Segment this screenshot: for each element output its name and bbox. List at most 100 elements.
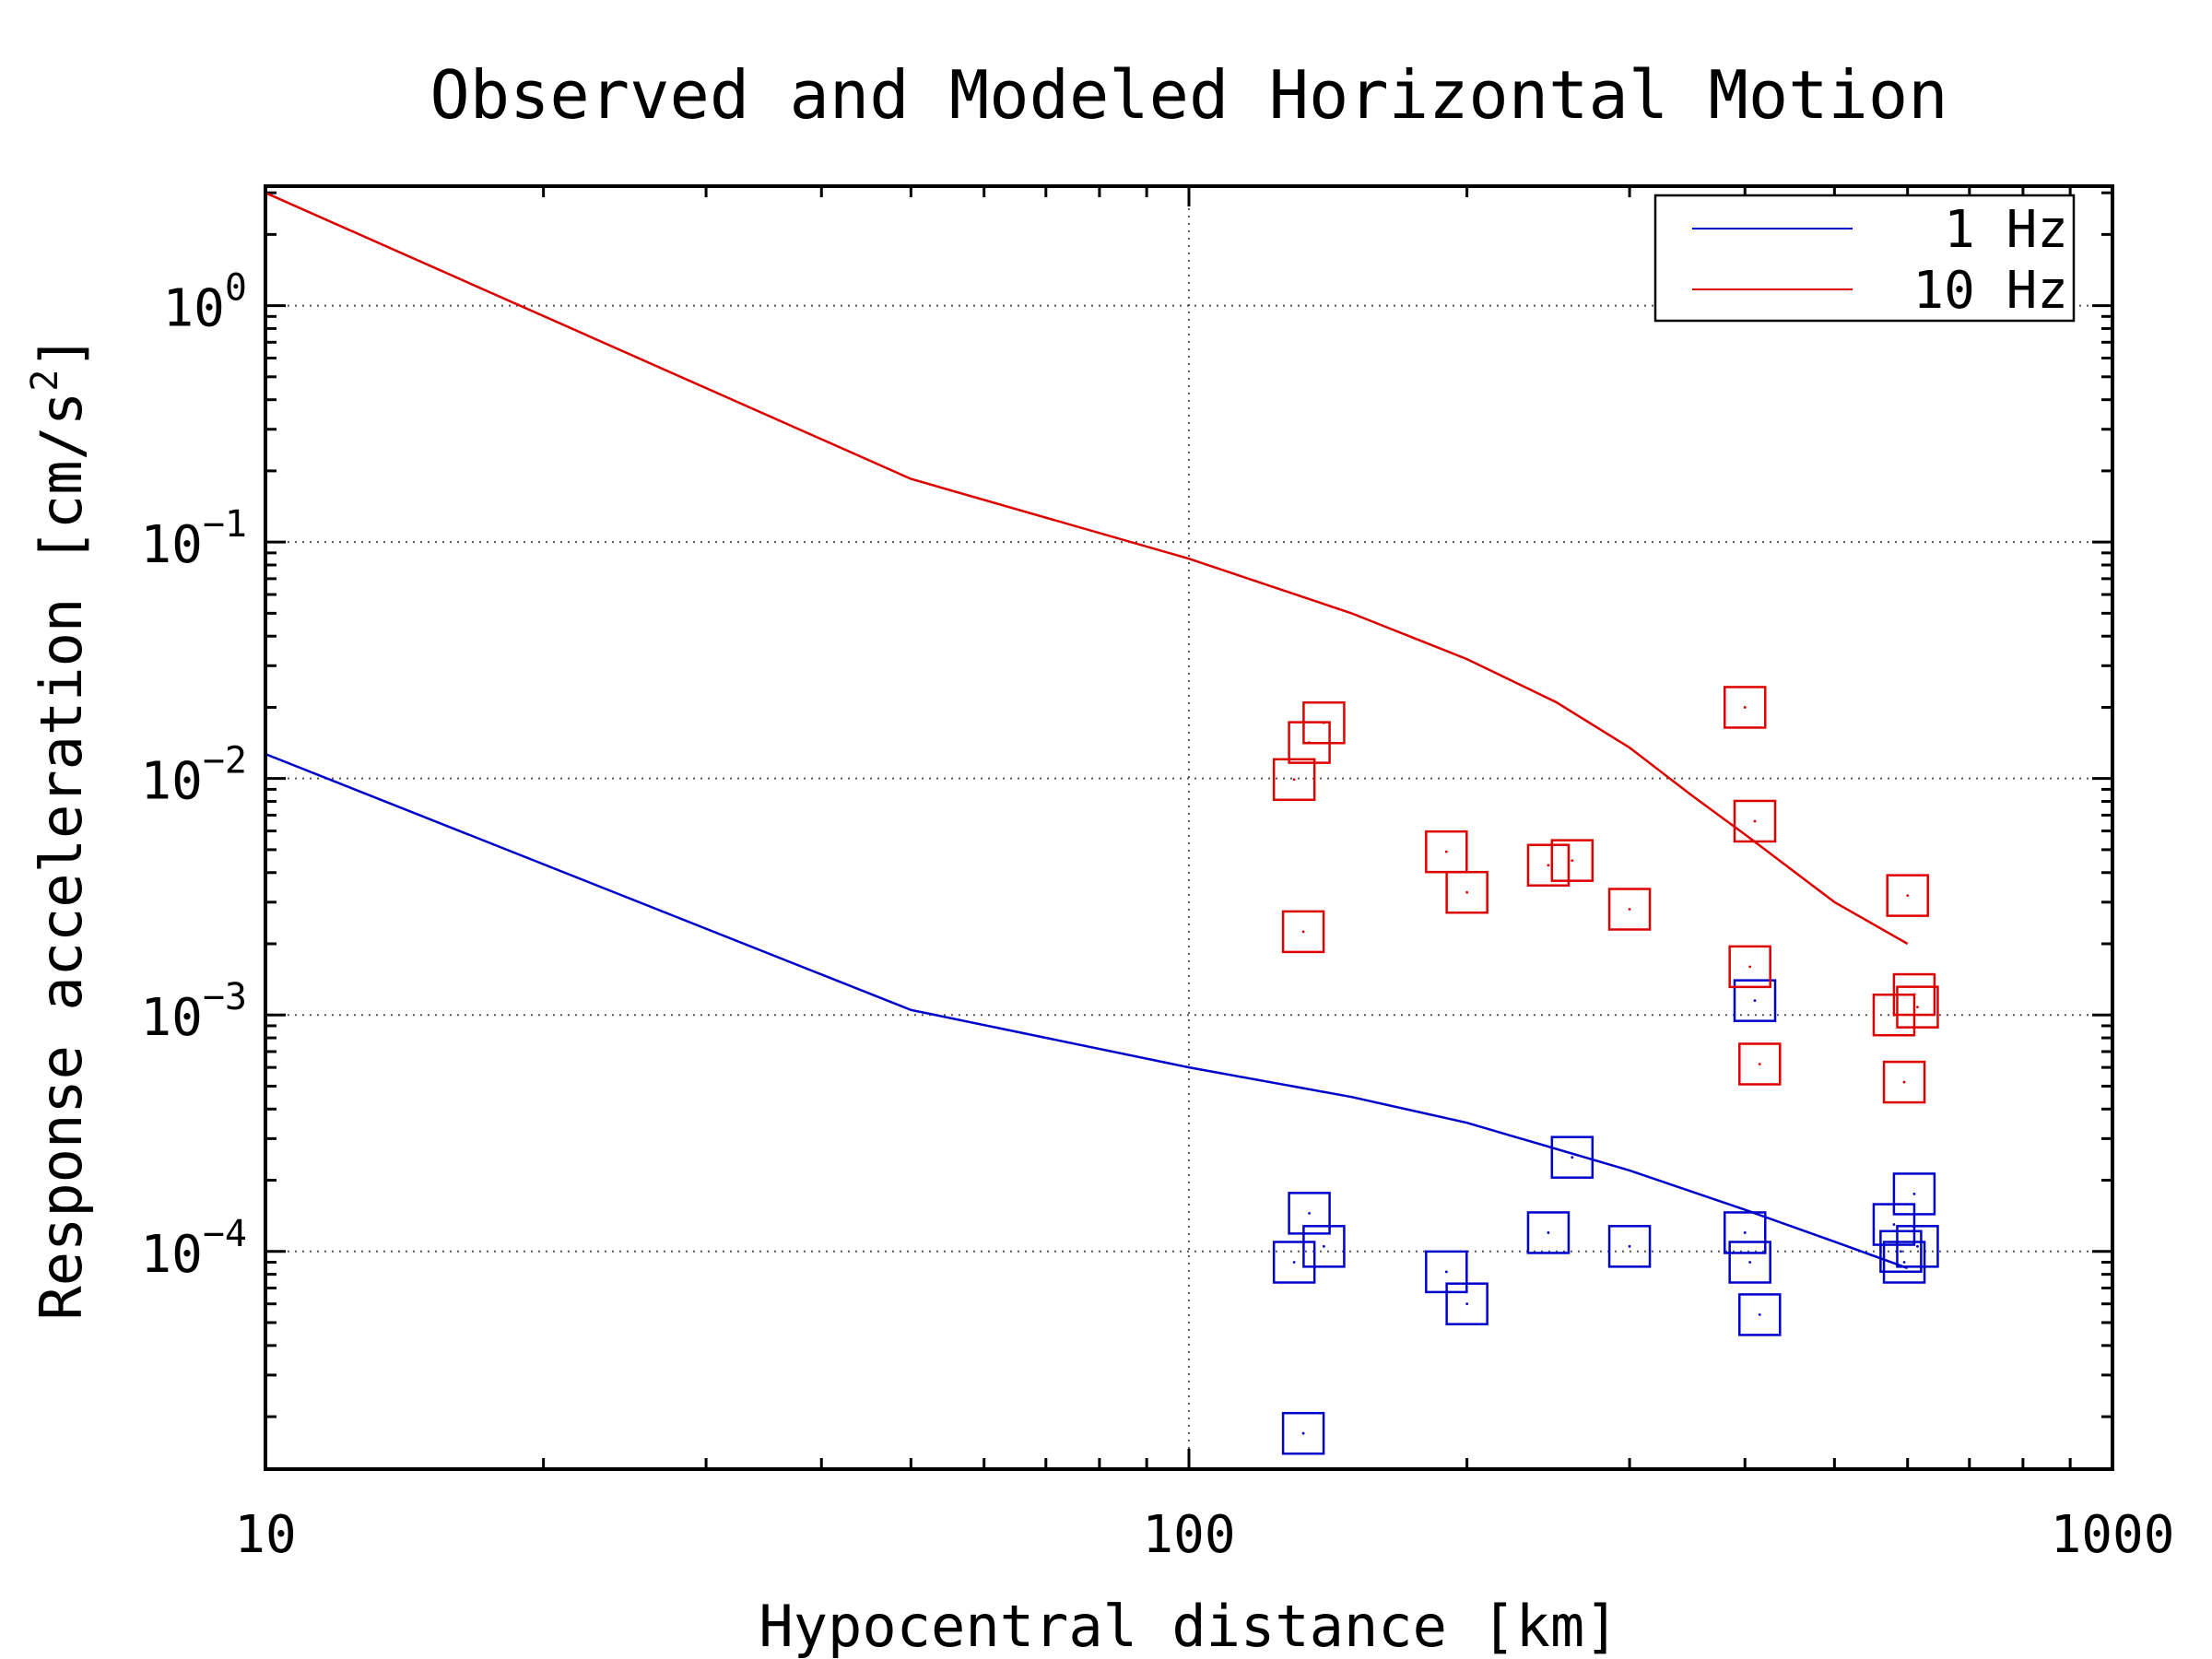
data-point-center [1902, 1080, 1906, 1084]
data-point [1445, 870, 1488, 914]
data-point-center [1571, 859, 1574, 863]
chart-title: Observed and Modeled Horizontal Motion [429, 56, 1947, 134]
data-point [1526, 1211, 1571, 1254]
x-axis-label: Hypocentral distance [km] [759, 1593, 1618, 1659]
data-point-center [1912, 993, 1916, 996]
data-point-center [1758, 1313, 1761, 1316]
data-point-center [1301, 1431, 1305, 1435]
x-tick-label: 10 [234, 1505, 296, 1565]
data-point-center [1628, 1244, 1631, 1248]
data-point [1550, 1135, 1594, 1179]
data-point [1882, 1241, 1926, 1284]
data-point [1896, 1225, 1939, 1268]
y-tick-label-base: 10 [140, 988, 202, 1048]
data-point [1733, 979, 1777, 1022]
data-point [1738, 1042, 1782, 1086]
data-point [1281, 1411, 1325, 1455]
y-tick-label-base: 10 [162, 279, 224, 339]
data-point-center [1906, 894, 1910, 898]
data-point [1733, 799, 1777, 843]
data-point [1728, 1241, 1771, 1284]
data-point-center [1912, 1193, 1916, 1195]
data-point [1550, 839, 1594, 882]
data-point [1272, 1241, 1316, 1284]
data-point-center [1292, 778, 1296, 782]
y-tick-label-exponent: −3 [203, 976, 247, 1018]
data-point-center [1748, 1261, 1752, 1264]
data-point [1728, 945, 1771, 989]
data-point-center [1748, 965, 1752, 969]
data-point-center [1902, 1261, 1906, 1264]
y-tick-label: 100 [162, 267, 247, 339]
y-axis-label-superscript: 2 [24, 370, 66, 392]
data-point-center [1323, 1244, 1325, 1248]
series-markers [1272, 686, 1939, 1455]
data-point [1886, 874, 1929, 917]
data-point-center [1892, 1223, 1896, 1226]
data-point [1281, 910, 1325, 954]
data-point [1879, 1230, 1923, 1274]
data-point [1892, 972, 1936, 1017]
data-point [1724, 686, 1767, 729]
data-point [1882, 1060, 1926, 1104]
data-point [1302, 701, 1346, 745]
data-point [1272, 758, 1316, 802]
y-tick-label-exponent: −2 [203, 740, 247, 782]
data-point-center [1444, 850, 1448, 853]
x-tick-label: 1000 [2051, 1505, 2175, 1565]
data-point-center [1758, 1063, 1761, 1065]
data-point-center [1916, 1244, 1919, 1248]
y-tick-label: 10−4 [140, 1213, 247, 1285]
data-point-center [1753, 819, 1757, 823]
data-point-center [1628, 908, 1631, 911]
data-point-center [1571, 1156, 1574, 1159]
data-point-center [1465, 890, 1469, 894]
data-point-center [1323, 721, 1325, 724]
legend-label-10hz: 10 Hz [1912, 261, 2068, 321]
y-tick-label-base: 10 [140, 1225, 202, 1285]
y-tick-label-exponent: −4 [203, 1213, 247, 1255]
legend: 1 Hz 10 Hz [1653, 194, 2076, 323]
y-tick-label-exponent: −1 [203, 503, 247, 546]
data-point-center [1465, 1302, 1469, 1306]
data-point [1445, 1282, 1488, 1325]
data-point-center [1308, 1211, 1311, 1215]
data-point-center [1301, 930, 1305, 934]
y-tick-label: 10−3 [140, 976, 247, 1048]
y-axis-label: Response acceleration [cm/s2] [24, 335, 95, 1320]
y-tick-label: 10−1 [140, 503, 247, 575]
data-point-center [1743, 706, 1747, 709]
data-point-center [1743, 1231, 1747, 1234]
data-point [1607, 888, 1652, 931]
y-tick-label: 10−2 [140, 740, 247, 812]
plot-frame [264, 184, 2114, 1471]
data-point [1896, 985, 1939, 1029]
data-point-center [1753, 999, 1757, 1003]
data-point [1738, 1293, 1782, 1336]
series-lines [265, 192, 1909, 1270]
series-line [265, 752, 1909, 1270]
grid [265, 186, 2112, 1469]
series-line [265, 192, 1909, 946]
data-point-center [1292, 1261, 1296, 1264]
data-point [1724, 1211, 1767, 1254]
y-tick-label-base: 10 [140, 515, 202, 575]
y-tick-label-exponent: 0 [225, 267, 247, 310]
legend-box [1653, 194, 2076, 323]
data-point [1607, 1225, 1652, 1268]
data-point [1302, 1225, 1346, 1268]
data-point [1526, 843, 1571, 887]
legend-label-1hz: 1 Hz [1944, 200, 2068, 260]
data-point-center [1547, 864, 1550, 867]
data-point [1892, 1172, 1936, 1216]
data-point-center [1899, 1250, 1902, 1253]
data-point [1288, 1192, 1331, 1235]
x-tick-label: 100 [1142, 1505, 1235, 1565]
x-tick-labels: 10 100 1000 [234, 1505, 2174, 1565]
y-tick-label-base: 10 [140, 752, 202, 812]
data-point-center [1916, 1006, 1919, 1009]
data-point-center [1444, 1270, 1448, 1274]
data-point-center [1547, 1231, 1550, 1234]
